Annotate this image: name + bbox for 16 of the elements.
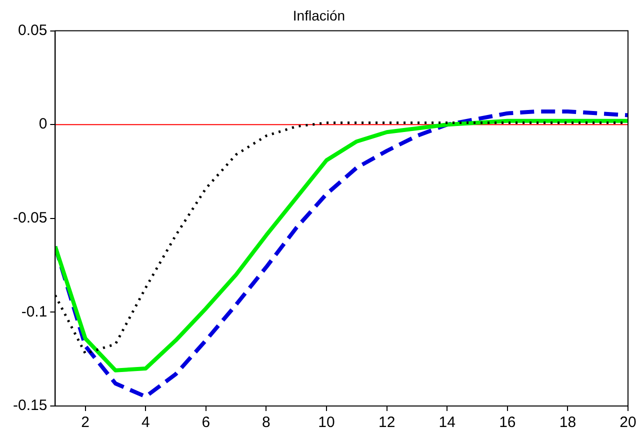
y-tick-label: -0.15 [12,397,48,414]
x-tick-label: 6 [202,414,210,432]
y-tick-label: -0.1 [21,303,48,320]
x-tick-label: 8 [262,414,270,432]
y-tick-label: 0.05 [18,22,48,39]
x-tick-label: 16 [499,414,516,432]
x-tick-label: 20 [620,414,636,432]
y-tick-label: 0 [38,116,48,133]
chart-title: Inflación [292,7,346,24]
y-tick-label: -0.05 [12,210,48,227]
x-tick-label: 4 [141,414,150,432]
x-tick-label: 18 [559,414,576,432]
x-tick-label: 2 [81,414,90,432]
x-tick-label: 12 [378,414,396,432]
x-tick-label: 10 [318,414,335,432]
x-tick-label: 14 [438,414,456,432]
